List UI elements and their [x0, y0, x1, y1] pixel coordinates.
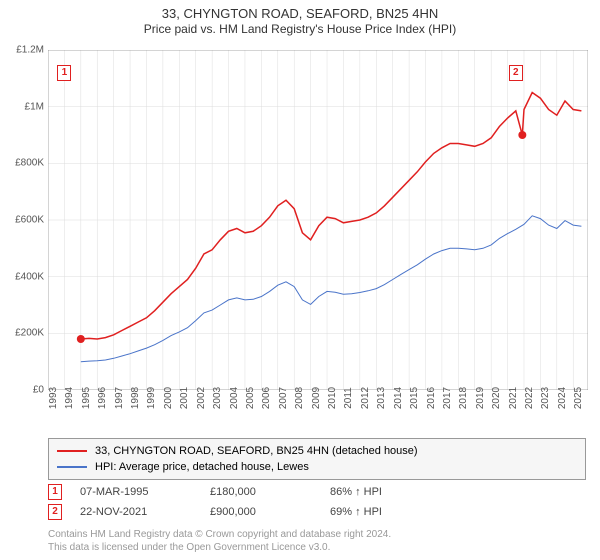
x-tick-label: 2018: [458, 387, 469, 409]
x-tick-label: 2023: [540, 387, 551, 409]
x-tick-label: 2006: [261, 387, 272, 409]
transaction-price: £180,000: [210, 486, 330, 498]
legend-label: 33, CHYNGTON ROAD, SEAFORD, BN25 4HN (de…: [95, 445, 418, 457]
x-tick-label: 1993: [48, 387, 59, 409]
y-tick-label: £400K: [15, 271, 44, 282]
x-tick-label: 2019: [475, 387, 486, 409]
x-tick-label: 2004: [229, 387, 240, 409]
chart-marker-label: 2: [509, 65, 523, 81]
legend: 33, CHYNGTON ROAD, SEAFORD, BN25 4HN (de…: [48, 438, 586, 480]
transaction-marker: 1: [48, 484, 62, 500]
legend-swatch: [57, 450, 87, 452]
title-area: 33, CHYNGTON ROAD, SEAFORD, BN25 4HN Pri…: [0, 0, 600, 36]
x-tick-label: 2025: [573, 387, 584, 409]
x-tick-label: 2022: [524, 387, 535, 409]
chart-marker-label: 1: [57, 65, 71, 81]
x-tick-label: 2020: [491, 387, 502, 409]
y-axis: £0£200K£400K£600K£800K£1M£1.2M: [0, 50, 48, 390]
footer-line-2: This data is licensed under the Open Gov…: [48, 541, 391, 554]
plot-svg: [48, 50, 588, 390]
legend-item: HPI: Average price, detached house, Lewe…: [57, 459, 577, 475]
x-tick-label: 2016: [426, 387, 437, 409]
x-tick-label: 1997: [114, 387, 125, 409]
transaction-marker: 2: [48, 504, 62, 520]
chart-title: 33, CHYNGTON ROAD, SEAFORD, BN25 4HN: [0, 6, 600, 21]
x-tick-label: 2000: [163, 387, 174, 409]
y-tick-label: £200K: [15, 328, 44, 339]
footer: Contains HM Land Registry data © Crown c…: [48, 528, 391, 554]
x-tick-label: 1994: [64, 387, 75, 409]
plot-area: 12: [48, 50, 588, 390]
transaction-row: 2 22-NOV-2021£900,00069% ↑ HPI: [48, 502, 586, 522]
legend-label: HPI: Average price, detached house, Lewe…: [95, 461, 309, 473]
y-tick-label: £0: [33, 385, 44, 396]
x-tick-label: 2002: [196, 387, 207, 409]
x-tick-label: 1995: [81, 387, 92, 409]
footer-line-1: Contains HM Land Registry data © Crown c…: [48, 528, 391, 541]
x-tick-label: 2005: [245, 387, 256, 409]
y-tick-label: £600K: [15, 215, 44, 226]
transactions-table: 1 07-MAR-1995£180,00086% ↑ HPI 2 22-NOV-202…: [48, 482, 586, 522]
transaction-price: £900,000: [210, 506, 330, 518]
x-tick-label: 2013: [376, 387, 387, 409]
x-tick-label: 2017: [442, 387, 453, 409]
x-tick-label: 2010: [327, 387, 338, 409]
x-tick-label: 2014: [393, 387, 404, 409]
legend-swatch: [57, 466, 87, 468]
chart-subtitle: Price paid vs. HM Land Registry's House …: [0, 22, 600, 36]
x-tick-label: 2007: [278, 387, 289, 409]
y-tick-label: £1.2M: [16, 45, 44, 56]
legend-item: 33, CHYNGTON ROAD, SEAFORD, BN25 4HN (de…: [57, 443, 577, 459]
x-tick-label: 2003: [212, 387, 223, 409]
x-tick-label: 2012: [360, 387, 371, 409]
x-tick-label: 2015: [409, 387, 420, 409]
x-tick-label: 2008: [294, 387, 305, 409]
x-tick-label: 2011: [343, 387, 354, 409]
transaction-date: 22-NOV-2021: [80, 506, 210, 518]
y-tick-label: £1M: [25, 101, 44, 112]
x-tick-label: 2024: [557, 387, 568, 409]
transaction-date: 07-MAR-1995: [80, 486, 210, 498]
x-tick-label: 2001: [179, 387, 190, 409]
chart-container: 33, CHYNGTON ROAD, SEAFORD, BN25 4HN Pri…: [0, 0, 600, 560]
x-tick-label: 2021: [508, 387, 519, 409]
x-tick-label: 1998: [130, 387, 141, 409]
transaction-delta: 86% ↑ HPI: [330, 486, 450, 498]
transaction-row: 1 07-MAR-1995£180,00086% ↑ HPI: [48, 482, 586, 502]
x-tick-label: 1999: [146, 387, 157, 409]
x-tick-label: 1996: [97, 387, 108, 409]
x-tick-label: 2009: [311, 387, 322, 409]
y-tick-label: £800K: [15, 158, 44, 169]
transaction-delta: 69% ↑ HPI: [330, 506, 450, 518]
